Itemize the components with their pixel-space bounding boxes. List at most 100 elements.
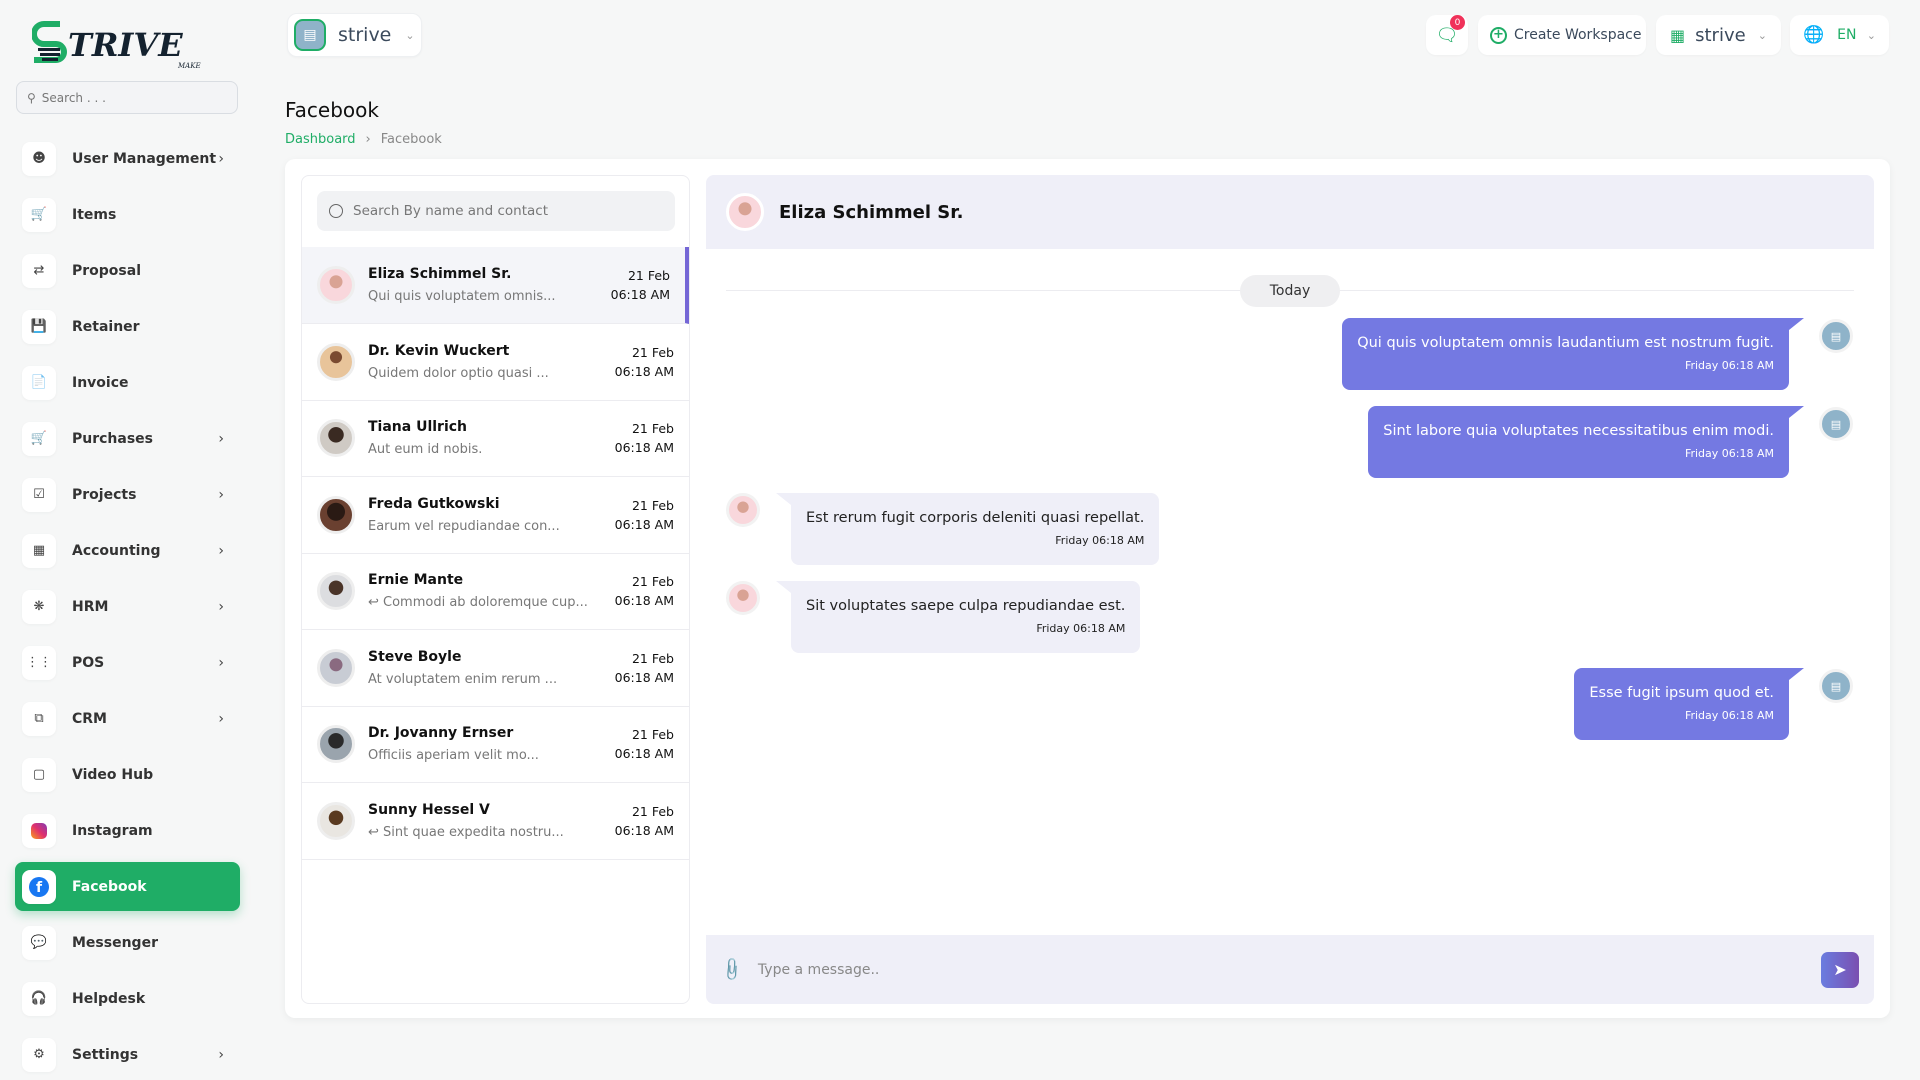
contact-avatar	[726, 581, 760, 615]
user-avatar: ▤	[1819, 407, 1853, 441]
create-workspace-button[interactable]: + Create Workspace	[1478, 15, 1646, 55]
chevron-right-icon: ›	[218, 486, 224, 503]
workspace-name: strive	[338, 24, 392, 46]
workspace-switcher[interactable]: ▦ strive ⌄	[1656, 15, 1781, 55]
contact-row[interactable]: Tiana Ullrich Aut eum id nobis. 21 Feb 06…	[302, 400, 689, 477]
sidebar-item-instagram[interactable]: Instagram	[15, 806, 240, 855]
sidebar-item-label: Settings	[72, 1046, 139, 1063]
contact-row[interactable]: Sunny Hessel V ↩ Sint quae expedita nost…	[302, 783, 689, 860]
sidebar-item-purchases[interactable]: 🛒 Purchases ›	[15, 414, 240, 463]
contact-row[interactable]: Eliza Schimmel Sr. Qui quis voluptatem o…	[302, 247, 689, 324]
contact-name: Dr. Kevin Wuckert	[368, 342, 510, 359]
contact-name: Freda Gutkowski	[368, 495, 500, 512]
invoice-icon: 📄	[22, 365, 56, 400]
building-icon: ▤	[1830, 679, 1842, 693]
message-text: Qui quis voluptatem omnis laudantium est…	[1357, 335, 1774, 351]
contact-row[interactable]: Dr. Jovanny Ernser Officiis aperiam veli…	[302, 706, 689, 783]
search-icon: ⚲	[27, 90, 36, 105]
message-input[interactable]: Type a message..	[757, 961, 880, 978]
contact-row[interactable]: Dr. Kevin Wuckert Quidem dolor optio qua…	[302, 324, 689, 401]
contact-avatar	[317, 725, 355, 763]
contact-avatar	[726, 493, 760, 527]
sidebar-item-crm[interactable]: ⧉ CRM ›	[15, 694, 240, 743]
sidebar-item-label: Retainer	[72, 318, 140, 335]
chevron-right-icon: ›	[218, 542, 224, 559]
sidebar-item-label: Video Hub	[72, 766, 154, 783]
sidebar-item-helpdesk[interactable]: 🎧 Helpdesk	[15, 974, 240, 1023]
sidebar-item-label: Projects	[72, 486, 137, 503]
strive-logo[interactable]: TRIVE MAKE	[31, 18, 212, 70]
sidebar-item-proposal[interactable]: ⇄ Proposal	[15, 246, 240, 295]
sent-message: Esse fugit ipsum quod et. Friday 06:18 AM	[1574, 668, 1804, 740]
contact-row[interactable]: Steve Boyle At voluptatem enim rerum ...…	[302, 630, 689, 707]
sent-message: Sint labore quia voluptates necessitatib…	[1368, 406, 1804, 478]
contact-row[interactable]: Freda Gutkowski Earum vel repudiandae co…	[302, 477, 689, 554]
language-selector[interactable]: 🌐 EN ⌄	[1790, 15, 1889, 55]
contact-avatar	[317, 419, 355, 457]
workspace-switcher-name: strive	[1695, 24, 1746, 46]
chevron-right-icon: ›	[218, 150, 224, 167]
contact-preview: Sint quae expedita nostru...	[383, 824, 564, 840]
sidebar-item-retainer[interactable]: 💾 Retainer	[15, 302, 240, 351]
chevron-right-icon: ›	[218, 430, 224, 447]
user-avatar: ▤	[1819, 669, 1853, 703]
message-text: Sint labore quia voluptates necessitatib…	[1383, 423, 1774, 439]
contact-search-input[interactable]: Search By name and contact	[317, 191, 675, 231]
language-label: EN	[1837, 27, 1857, 43]
sidebar-search[interactable]: ⚲ Search . . .	[16, 81, 238, 114]
send-button[interactable]: ➤	[1821, 951, 1859, 988]
sidebar-item-pos[interactable]: ⋮⋮ POS ›	[15, 638, 240, 687]
sidebar-item-user-management[interactable]: ☻ User Management ›	[15, 134, 240, 183]
contact-time: 06:18 AM	[614, 363, 674, 379]
contact-preview: Aut eum id nobis.	[368, 442, 483, 457]
instagram-icon	[22, 813, 56, 848]
contact-time: 06:18 AM	[614, 746, 674, 761]
contact-row[interactable]: Ernie Mante ↩ Commodi ab doloremque cup.…	[302, 553, 689, 630]
sidebar-item-projects[interactable]: ☑ Projects ›	[15, 470, 240, 519]
sidebar-item-settings[interactable]: ⚙ Settings ›	[15, 1030, 240, 1079]
contact-preview: At voluptatem enim rerum ...	[368, 671, 558, 687]
search-icon	[329, 204, 343, 218]
contact-date: 21 Feb	[631, 803, 674, 819]
messages-button[interactable]: 🗨 0	[1426, 15, 1468, 55]
contact-preview: Officiis aperiam velit mo...	[368, 748, 539, 763]
building-icon: ▤	[294, 19, 326, 51]
sidebar-item-label: Instagram	[72, 822, 153, 839]
chevron-right-icon: ›	[365, 132, 371, 147]
sidebar-item-label: Helpdesk	[72, 990, 146, 1007]
message-composer: 📎 Type a message.. ➤	[706, 935, 1874, 1004]
contact-preview: Qui quis voluptatem omnis...	[368, 289, 556, 304]
contact-name: Dr. Jovanny Ernser	[368, 725, 514, 741]
sidebar-item-label: Messenger	[72, 934, 158, 951]
breadcrumb-dashboard[interactable]: Dashboard	[285, 132, 356, 147]
message-text: Est rerum fugit corporis deleniti quasi …	[806, 510, 1145, 526]
sidebar-item-label: CRM	[72, 710, 107, 727]
sidebar-item-facebook[interactable]: f Facebook	[15, 862, 240, 911]
messenger-icon: 💬	[22, 925, 56, 960]
paperclip-icon[interactable]: 📎	[718, 955, 746, 984]
contact-preview: Earum vel repudiandae con...	[368, 518, 560, 534]
reply-icon: ↩	[368, 595, 384, 610]
contact-name: Tiana Ullrich	[368, 419, 468, 435]
notification-badge: 0	[1450, 15, 1465, 30]
building-icon: ▤	[1830, 417, 1842, 431]
message-time: Friday 06:18 AM	[1055, 534, 1145, 547]
contact-time: 06:18 AM	[614, 440, 674, 455]
workspace-selector[interactable]: ▤ strive ⌄	[287, 13, 422, 57]
contact-time: 06:18 AM	[610, 287, 670, 302]
sidebar-item-accounting[interactable]: ▦ Accounting ›	[15, 526, 240, 575]
globe-icon: 🌐	[1803, 25, 1825, 45]
proposal-icon: ⇄	[22, 253, 56, 288]
message-time: Friday 06:18 AM	[1684, 447, 1774, 460]
contact-date: 21 Feb	[631, 650, 674, 666]
sidebar-item-invoice[interactable]: 📄 Invoice	[15, 358, 240, 407]
sidebar-item-hrm[interactable]: ❋ HRM ›	[15, 582, 240, 631]
sidebar-item-items[interactable]: 🛒 Items	[15, 190, 240, 239]
sidebar-item-label: User Management	[72, 150, 217, 167]
user-avatar: ▤	[1819, 319, 1853, 353]
sidebar-item-messenger[interactable]: 💬 Messenger	[15, 918, 240, 967]
date-separator: Today	[1240, 275, 1340, 307]
reply-icon: ↩	[368, 824, 384, 840]
sidebar-item-video-hub[interactable]: ▢ Video Hub	[15, 750, 240, 799]
sidebar-item-label: Invoice	[72, 374, 129, 391]
